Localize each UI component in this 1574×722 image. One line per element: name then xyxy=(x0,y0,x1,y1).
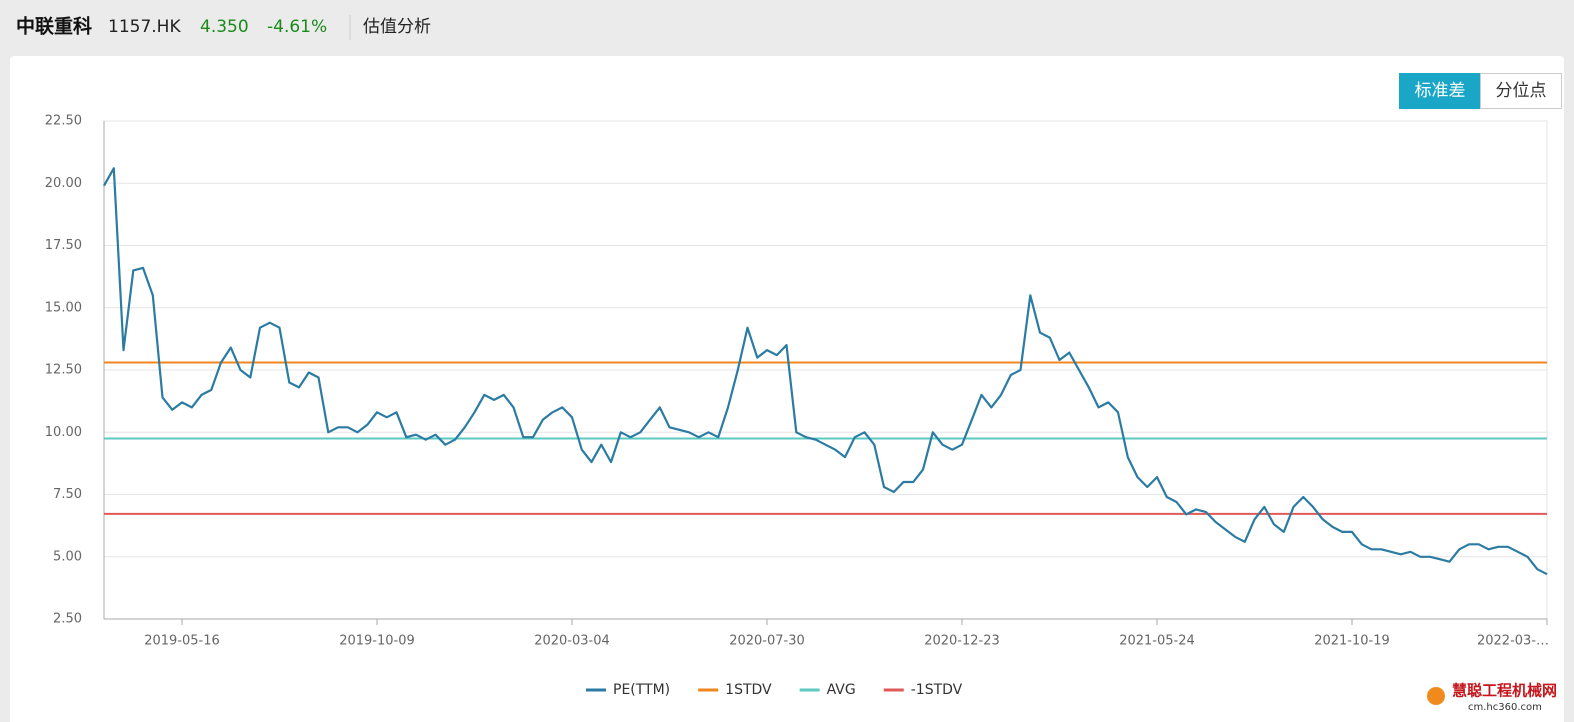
stock-name: 中联重科 xyxy=(16,15,92,38)
y-tick-label: 22.50 xyxy=(45,114,82,129)
legend-label: 1STDV xyxy=(725,682,772,698)
pe-line xyxy=(103,167,1548,576)
button[interactable] xyxy=(1480,73,1562,109)
legend-label: PE(TTM) xyxy=(613,682,670,698)
logo xyxy=(1427,687,1445,705)
x-tick-label: 2021-05-24 xyxy=(1119,634,1195,649)
y-tick-label: 5.00 xyxy=(53,549,82,564)
header-bar xyxy=(0,0,1574,56)
x-tick-label: 2019-05-16 xyxy=(144,634,220,649)
y-tick-label: 2.50 xyxy=(53,612,82,627)
button-label[interactable]: 分位点 xyxy=(1496,81,1547,101)
stock-change: -4.61% xyxy=(267,17,327,37)
stock-price: 4.350 xyxy=(200,17,249,37)
plot: 2.50 5.00 7.50 10.00 12.50 15.00 17.50 20.00 22.… xyxy=(45,114,1549,699)
x-tick-label: 2020-12-23 xyxy=(924,634,1000,649)
x-tick-label: 2020-07-30 xyxy=(729,634,805,649)
legend-label: AVG xyxy=(827,682,856,698)
button-active[interactable] xyxy=(1399,73,1480,109)
section-title: 估值分析 xyxy=(363,17,431,37)
card xyxy=(10,56,1564,722)
watermark-name: 慧聪工程机械网 xyxy=(1452,682,1557,700)
x-tick-label: 2020-03-04 xyxy=(534,634,610,649)
y-tick-label: 7.50 xyxy=(53,487,82,502)
watermark-url: cm.hc360.com xyxy=(1468,702,1542,713)
legend-label: -1STDV xyxy=(911,682,963,698)
y-tick-label: 10.00 xyxy=(45,425,82,440)
stock-code: 1157.HK xyxy=(108,17,181,37)
x-tick-label: 2021-10-19 xyxy=(1314,634,1390,649)
y-tick-label: 15.00 xyxy=(45,300,82,315)
y-tick-label: 17.50 xyxy=(45,238,82,253)
y-tick-label: 12.50 xyxy=(45,363,82,378)
x-tick-label: 2022-03-… xyxy=(1477,634,1549,649)
x-tick-label: 2019-10-09 xyxy=(339,634,415,649)
button-label[interactable]: 标准差 xyxy=(1415,81,1466,101)
y-tick-label: 20.00 xyxy=(45,176,82,191)
